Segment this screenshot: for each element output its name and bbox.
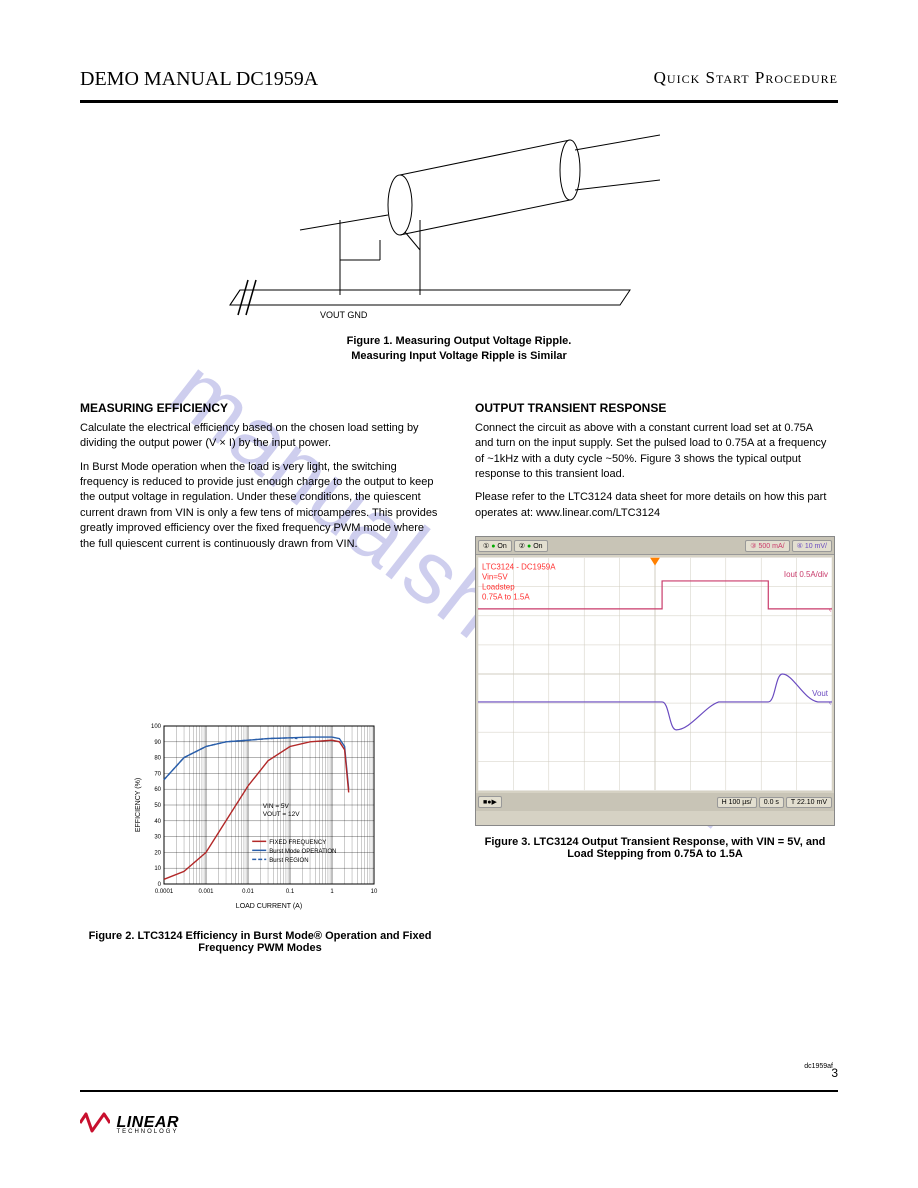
scope-ch4-setting: ④ 10 mV/ (792, 540, 832, 552)
scope-display: Iout 0.5A/div‹ПVout‹ПLTC3124 - DC1959AVi… (478, 557, 832, 791)
scope-ch1-label: On (497, 543, 506, 550)
svg-text:LOAD CURRENT (A): LOAD CURRENT (A) (236, 903, 302, 910)
svg-text:80: 80 (154, 756, 161, 762)
scope-ch2-label: On (533, 543, 542, 550)
page-title: DEMO MANUAL DC1959A (80, 68, 318, 91)
scope-timebase-val: 100 µs/ (729, 799, 752, 806)
transient-p2: Please refer to the LTC3124 data sheet f… (475, 490, 833, 521)
svg-text:‹П: ‹П (829, 607, 832, 614)
scope-ch4-val: 10 mV/ (805, 543, 827, 550)
svg-text:40: 40 (154, 819, 161, 825)
svg-text:70: 70 (154, 771, 161, 777)
svg-text:0.001: 0.001 (198, 889, 214, 895)
scope-ch3-setting: ③ 500 mA/ (745, 540, 789, 552)
svg-text:Vin=5V: Vin=5V (482, 573, 508, 582)
page-number: 3 (831, 1066, 838, 1080)
scope-ch3-val: 500 mA/ (759, 543, 785, 550)
right-column: OUTPUT TRANSIENT RESPONSE Connect the ci… (475, 400, 833, 529)
svg-text:10: 10 (154, 866, 161, 872)
page-content: DEMO MANUAL DC1959A Quick Start Procedur… (80, 70, 838, 1148)
svg-text:VIN = 5V: VIN = 5V (263, 803, 290, 810)
svg-text:Burst REGION: Burst REGION (269, 858, 308, 864)
scope-ch2: ② ● On (514, 540, 548, 552)
oscilloscope-screenshot: ① ● On ② ● On ③ 500 mA/ ④ 10 mV/ Iout 0.… (475, 536, 835, 826)
scope-caption: Figure 3. LTC3124 Output Transient Respo… (475, 836, 835, 860)
svg-text:0.0001: 0.0001 (155, 889, 174, 895)
svg-text:20: 20 (154, 850, 161, 856)
scope-timebase: H 100 µs/ (717, 797, 757, 808)
left-column: MEASURING EFFICIENCY Calculate the elect… (80, 400, 440, 560)
efficiency-chart: 0 10 20 30 40 50 60 70 80 90 100 0.0001 0.001 0.01 0.1… (130, 720, 380, 910)
svg-text:90: 90 (154, 740, 161, 746)
dc-ref: dc1959af (804, 1063, 833, 1070)
header-rule (80, 100, 838, 103)
efficiency-p1: Calculate the electrical efficiency base… (80, 421, 440, 452)
svg-text:0.01: 0.01 (242, 889, 254, 895)
scope-stop: ■●▶ (478, 796, 502, 808)
figure1-diagram: VOUT GND (220, 120, 660, 330)
svg-text:60: 60 (154, 787, 161, 793)
scope-ch1: ① ● On (478, 540, 512, 552)
scope-triglevel-val: 22.10 mV (797, 799, 827, 806)
section-title: Quick Start Procedure (654, 68, 838, 88)
footer-rule (80, 1090, 838, 1092)
transient-p1: Connect the circuit as above with a cons… (475, 421, 833, 483)
svg-text:‹П: ‹П (829, 700, 832, 707)
scope-triglevel: T 22.10 mV (786, 797, 832, 808)
svg-text:Iout 0.5A/div: Iout 0.5A/div (784, 570, 828, 579)
efficiency-p2: In Burst Mode operation when the load is… (80, 460, 440, 552)
svg-text:0.1: 0.1 (286, 889, 295, 895)
efficiency-caption: Figure 2. LTC3124 Efficiency in Burst Mo… (80, 930, 440, 954)
logo-icon (80, 1111, 110, 1138)
svg-text:LTC3124 - DC1959A: LTC3124 - DC1959A (482, 563, 556, 572)
svg-text:0.75A to 1.5A: 0.75A to 1.5A (482, 592, 530, 601)
svg-text:100: 100 (151, 724, 162, 730)
linear-logo: LINEAR TECHNOLOGY (80, 1111, 179, 1138)
scope-trigtime: 0.0 s (759, 797, 784, 808)
svg-text:50: 50 (154, 803, 161, 809)
svg-text:0: 0 (158, 882, 162, 888)
svg-text:Vout: Vout (812, 689, 829, 698)
figure1-caption-l2: Measuring Input Voltage Ripple is Simila… (80, 350, 838, 362)
heading-transient: OUTPUT TRANSIENT RESPONSE (475, 400, 833, 417)
svg-text:FIXED FREQUENCY: FIXED FREQUENCY (269, 840, 326, 846)
logo-tech-text: TECHNOLOGY (116, 1129, 179, 1135)
svg-text:EFFICIENCY (%): EFFICIENCY (%) (135, 778, 142, 832)
svg-text:VOUT = 12V: VOUT = 12V (263, 811, 301, 818)
fig1-pin-labels: VOUT GND (320, 310, 367, 320)
heading-efficiency: MEASURING EFFICIENCY (80, 400, 440, 417)
svg-text:30: 30 (154, 835, 161, 841)
scope-footer-bar: ■●▶ H 100 µs/ 0.0 s T 22.10 mV (476, 793, 834, 811)
scope-toolbar: ① ● On ② ● On ③ 500 mA/ ④ 10 mV/ (476, 537, 834, 555)
svg-text:Loadstep: Loadstep (482, 582, 515, 591)
svg-text:10: 10 (371, 889, 378, 895)
figure1-caption-l1: Figure 1. Measuring Output Voltage Rippl… (80, 335, 838, 347)
svg-text:Burst Mode OPERATION: Burst Mode OPERATION (269, 849, 336, 855)
svg-text:1: 1 (330, 889, 334, 895)
